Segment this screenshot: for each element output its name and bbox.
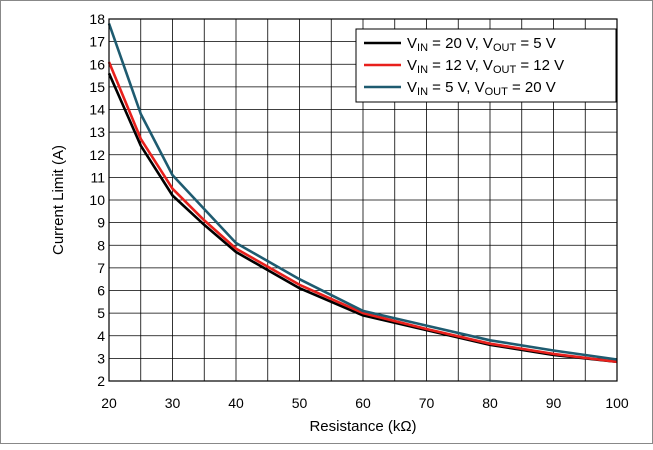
y-tick-label: 7 (97, 260, 105, 276)
x-tick-label: 80 (482, 395, 498, 411)
legend-label-2: VIN = 12 V, VOUT = 12 V (407, 57, 564, 76)
y-tick-label: 14 (89, 102, 105, 118)
x-tick-labels: 20 30 40 50 60 70 80 90 100 (101, 395, 629, 411)
series-line-3 (107, 23, 618, 361)
legend: VIN = 20 V, VOUT = 5 V VIN = 12 V, VOUT =… (355, 28, 617, 103)
y-tick-label: 12 (89, 147, 105, 163)
y-tick-label: 9 (97, 215, 105, 231)
y-tick-label: 17 (89, 34, 105, 50)
x-tick-label: 50 (292, 395, 308, 411)
series-line-2 (107, 61, 618, 364)
series-lines (107, 23, 618, 364)
plot-border (108, 18, 618, 382)
legend-label-3: VIN = 5 V, VOUT = 20 V (407, 79, 556, 98)
y-tick-label: 15 (89, 79, 105, 95)
y-tick-label: 4 (97, 328, 105, 344)
x-tick-label: 100 (605, 395, 629, 411)
y-tick-label: 13 (89, 124, 105, 140)
y-tick-label: 5 (97, 305, 105, 321)
x-tick-label: 40 (228, 395, 244, 411)
x-tick-label: 20 (101, 395, 117, 411)
y-tick-label: 16 (89, 56, 105, 72)
y-tick-label: 10 (89, 192, 105, 208)
y-axis-title: Current Limit (A) (50, 145, 67, 255)
x-tick-label: 60 (355, 395, 371, 411)
legend-label-1: VIN = 20 V, VOUT = 5 V (407, 35, 556, 54)
y-tick-label: 2 (97, 373, 105, 389)
y-tick-label: 11 (90, 169, 105, 185)
x-tick-label: 30 (165, 395, 181, 411)
y-tick-label: 6 (97, 283, 105, 299)
y-tick-label: 8 (97, 237, 105, 253)
y-tick-label: 3 (97, 350, 105, 366)
y-tick-label: 18 (89, 11, 105, 27)
x-axis-title: Resistance (kΩ) (309, 418, 416, 435)
x-tick-label: 90 (546, 395, 562, 411)
x-tick-label: 70 (419, 395, 435, 411)
y-tick-labels: 2 3 4 5 6 7 8 9 10 11 12 13 14 15 16 17 18 (89, 11, 105, 389)
